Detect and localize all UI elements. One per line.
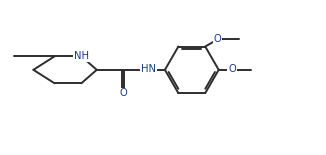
Text: O: O xyxy=(228,64,236,74)
Text: O: O xyxy=(120,88,127,98)
Text: HN: HN xyxy=(141,64,156,74)
Text: NH: NH xyxy=(74,51,89,61)
Text: O: O xyxy=(214,34,222,44)
